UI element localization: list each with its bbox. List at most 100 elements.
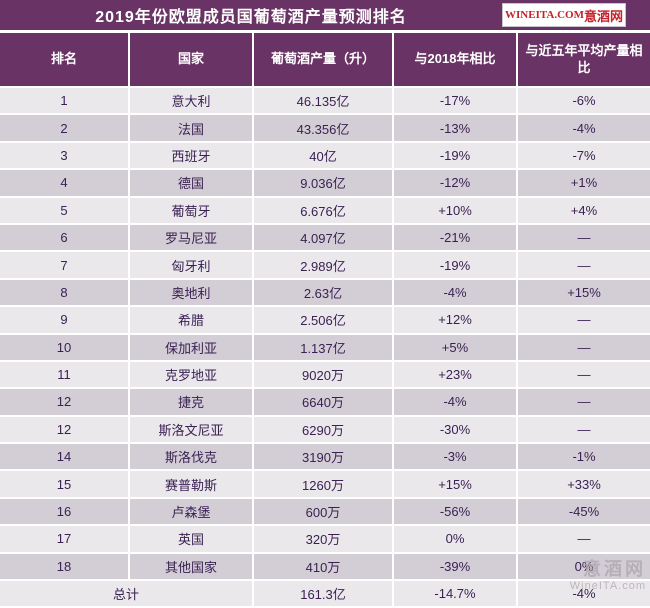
rank-cell: 17: [0, 526, 128, 552]
vs2018-cell: -30%: [394, 416, 516, 443]
header-cell-vs5yr: 与近五年平均产量相比: [518, 33, 650, 86]
total-production-cell: 161.3亿: [254, 581, 392, 607]
rank-cell: 5: [0, 197, 128, 223]
rank-cell: 6: [0, 224, 128, 251]
production-cell: 410万: [254, 553, 392, 580]
vs2018-cell: -4%: [394, 389, 516, 415]
rank-cell: 18: [0, 553, 128, 580]
country-cell: 保加利亚: [130, 334, 252, 360]
rank-cell: 4: [0, 170, 128, 196]
wineita-logo-chinese-text: 意酒网: [583, 8, 623, 24]
header-cell-vs2018: 与2018年相比: [394, 33, 516, 86]
wineita-logo-latin-text: WINEITA.COM: [505, 9, 584, 21]
production-table: 排名 国家 葡萄酒产量（升） 与2018年相比 与近五年平均产量相比 1 意大利 46.135…: [0, 33, 650, 607]
vs5yr-cell: —: [518, 361, 650, 388]
production-cell: 2.63亿: [254, 279, 392, 306]
production-cell: 6290万: [254, 416, 392, 443]
rank-cell: 3: [0, 142, 128, 169]
vs5yr-cell: +15%: [518, 279, 650, 306]
country-cell: 斯洛伐克: [130, 444, 252, 470]
vs2018-cell: -17%: [394, 88, 516, 114]
vs2018-cell: +5%: [394, 334, 516, 360]
header-cell-production: 葡萄酒产量（升）: [254, 33, 392, 86]
production-cell: 40亿: [254, 142, 392, 169]
country-cell: 克罗地亚: [130, 361, 252, 388]
rank-cell: 8: [0, 279, 128, 306]
vs2018-cell: +23%: [394, 361, 516, 388]
vs2018-cell: +12%: [394, 307, 516, 333]
vs2018-cell: +15%: [394, 471, 516, 497]
vs2018-cell: -4%: [394, 279, 516, 306]
production-cell: 2.989亿: [254, 252, 392, 278]
country-cell: 斯洛文尼亚: [130, 416, 252, 443]
total-label-cell: 总计: [0, 581, 252, 607]
wineita-logo: WINEITA.COM 意酒网: [502, 3, 626, 27]
production-cell: 6.676亿: [254, 197, 392, 223]
rank-cell: 11: [0, 361, 128, 388]
country-cell: 意大利: [130, 88, 252, 114]
production-cell: 320万: [254, 526, 392, 552]
page-title: 2019年份欧盟成员国葡萄酒产量预测排名: [95, 9, 407, 26]
country-cell: 德国: [130, 170, 252, 196]
production-cell: 1260万: [254, 471, 392, 497]
rank-cell: 2: [0, 115, 128, 141]
country-cell: 西班牙: [130, 142, 252, 169]
vs2018-cell: -56%: [394, 498, 516, 525]
production-cell: 43.356亿: [254, 115, 392, 141]
rank-cell: 7: [0, 252, 128, 278]
vs5yr-cell: —: [518, 334, 650, 360]
vs5yr-cell: +33%: [518, 471, 650, 497]
vs5yr-cell: +1%: [518, 170, 650, 196]
production-cell: 6640万: [254, 389, 392, 415]
rank-cell: 16: [0, 498, 128, 525]
country-cell: 罗马尼亚: [130, 224, 252, 251]
vs2018-cell: -13%: [394, 115, 516, 141]
vs2018-cell: -19%: [394, 252, 516, 278]
vs5yr-cell: +4%: [518, 197, 650, 223]
country-cell: 其他国家: [130, 553, 252, 580]
country-cell: 捷克: [130, 389, 252, 415]
production-cell: 600万: [254, 498, 392, 525]
vs5yr-cell: —: [518, 252, 650, 278]
rank-cell: 12: [0, 416, 128, 443]
country-cell: 英国: [130, 526, 252, 552]
vs5yr-cell: —: [518, 224, 650, 251]
vs2018-cell: +10%: [394, 197, 516, 223]
vs2018-cell: -39%: [394, 553, 516, 580]
title-bar: 2019年份欧盟成员国葡萄酒产量预测排名 WINEITA.COM 意酒网: [0, 0, 650, 30]
rank-cell: 14: [0, 444, 128, 470]
rank-cell: 15: [0, 471, 128, 497]
country-cell: 赛普勒斯: [130, 471, 252, 497]
production-cell: 9.036亿: [254, 170, 392, 196]
country-cell: 法国: [130, 115, 252, 141]
vs5yr-cell: 0%: [518, 553, 650, 580]
country-cell: 匈牙利: [130, 252, 252, 278]
vs5yr-cell: -7%: [518, 142, 650, 169]
vs2018-cell: -21%: [394, 224, 516, 251]
total-vs5yr-cell: -4%: [518, 581, 650, 607]
vs5yr-cell: —: [518, 416, 650, 443]
country-cell: 希腊: [130, 307, 252, 333]
production-cell: 9020万: [254, 361, 392, 388]
vs5yr-cell: -4%: [518, 115, 650, 141]
total-vs2018-cell: -14.7%: [394, 581, 516, 607]
rank-cell: 1: [0, 88, 128, 114]
production-cell: 46.135亿: [254, 88, 392, 114]
rank-cell: 9: [0, 307, 128, 333]
vs5yr-cell: -45%: [518, 498, 650, 525]
title-table-divider: [0, 30, 650, 33]
vs5yr-cell: —: [518, 526, 650, 552]
rank-cell: 12: [0, 389, 128, 415]
country-cell: 葡萄牙: [130, 197, 252, 223]
vs5yr-cell: -6%: [518, 88, 650, 114]
country-cell: 奥地利: [130, 279, 252, 306]
vs2018-cell: -12%: [394, 170, 516, 196]
vs2018-cell: -19%: [394, 142, 516, 169]
production-cell: 4.097亿: [254, 224, 392, 251]
header-cell-rank: 排名: [0, 33, 128, 86]
vs2018-cell: 0%: [394, 526, 516, 552]
vs5yr-cell: —: [518, 307, 650, 333]
header-cell-country: 国家: [130, 33, 252, 86]
country-cell: 卢森堡: [130, 498, 252, 525]
